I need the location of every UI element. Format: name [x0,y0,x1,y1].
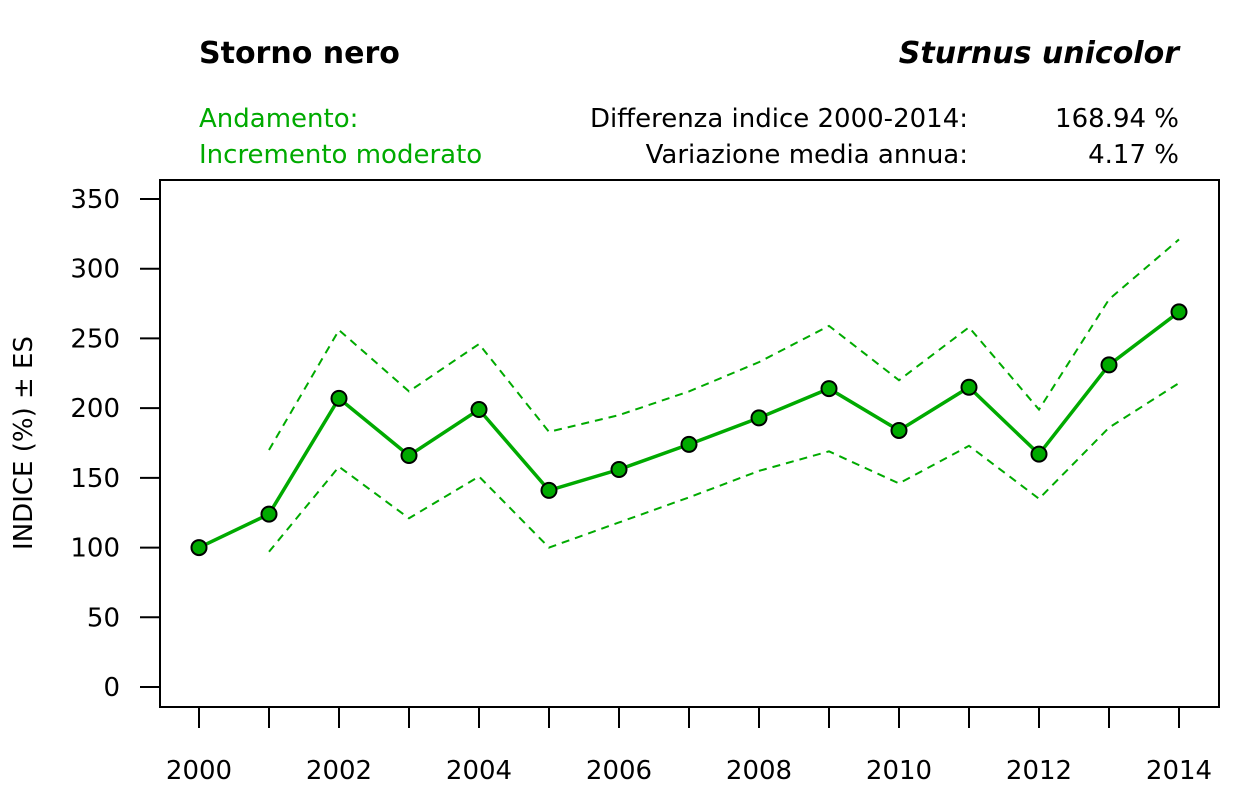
data-point [400,447,418,465]
x-tick-label: 2000 [166,756,232,786]
annual-label: Variazione media annua: [646,140,968,170]
trend-label: Andamento: [199,104,358,134]
error-band-line [268,382,1180,553]
data-point [820,380,838,398]
data-point [190,539,208,557]
data-point [750,409,768,427]
data-point [960,378,978,396]
data-point [260,505,278,523]
diff-value: 168.94 % [1055,104,1179,134]
y-tick-label: 350 [70,185,120,215]
diff-label: Differenza indice 2000-2014: [590,104,968,134]
data-point [1100,356,1118,374]
y-tick-label: 200 [70,394,120,424]
annual-value: 4.17 % [1088,140,1179,170]
data-point [330,389,348,407]
data-point [610,460,628,478]
y-tick-label: 0 [103,673,120,703]
y-axis-label: INDICE (%) ± ES [9,336,39,550]
data-point [680,435,698,453]
x-tick-label: 2006 [586,756,652,786]
index-line [198,310,1181,550]
y-tick-label: 150 [70,464,120,494]
y-tick-label: 300 [70,255,120,285]
x-tick-label: 2012 [1006,756,1072,786]
x-tick-label: 2002 [306,756,372,786]
y-tick-label: 50 [87,603,120,633]
y-tick-label: 100 [70,534,120,564]
y-tick-label: 250 [70,324,120,354]
x-tick-label: 2008 [726,756,792,786]
x-tick-label: 2014 [1146,756,1212,786]
data-point [890,421,908,439]
trend-value: Incremento moderato [199,140,482,170]
data-point [1170,303,1188,321]
scientific-name: Sturnus unicolor [899,36,1181,71]
x-tick-label: 2010 [866,756,932,786]
error-band-line [268,238,1180,451]
data-point [540,481,558,499]
data-point [1030,445,1048,463]
common-name: Storno nero [199,36,400,71]
data-point [470,401,488,419]
x-tick-label: 2004 [446,756,512,786]
